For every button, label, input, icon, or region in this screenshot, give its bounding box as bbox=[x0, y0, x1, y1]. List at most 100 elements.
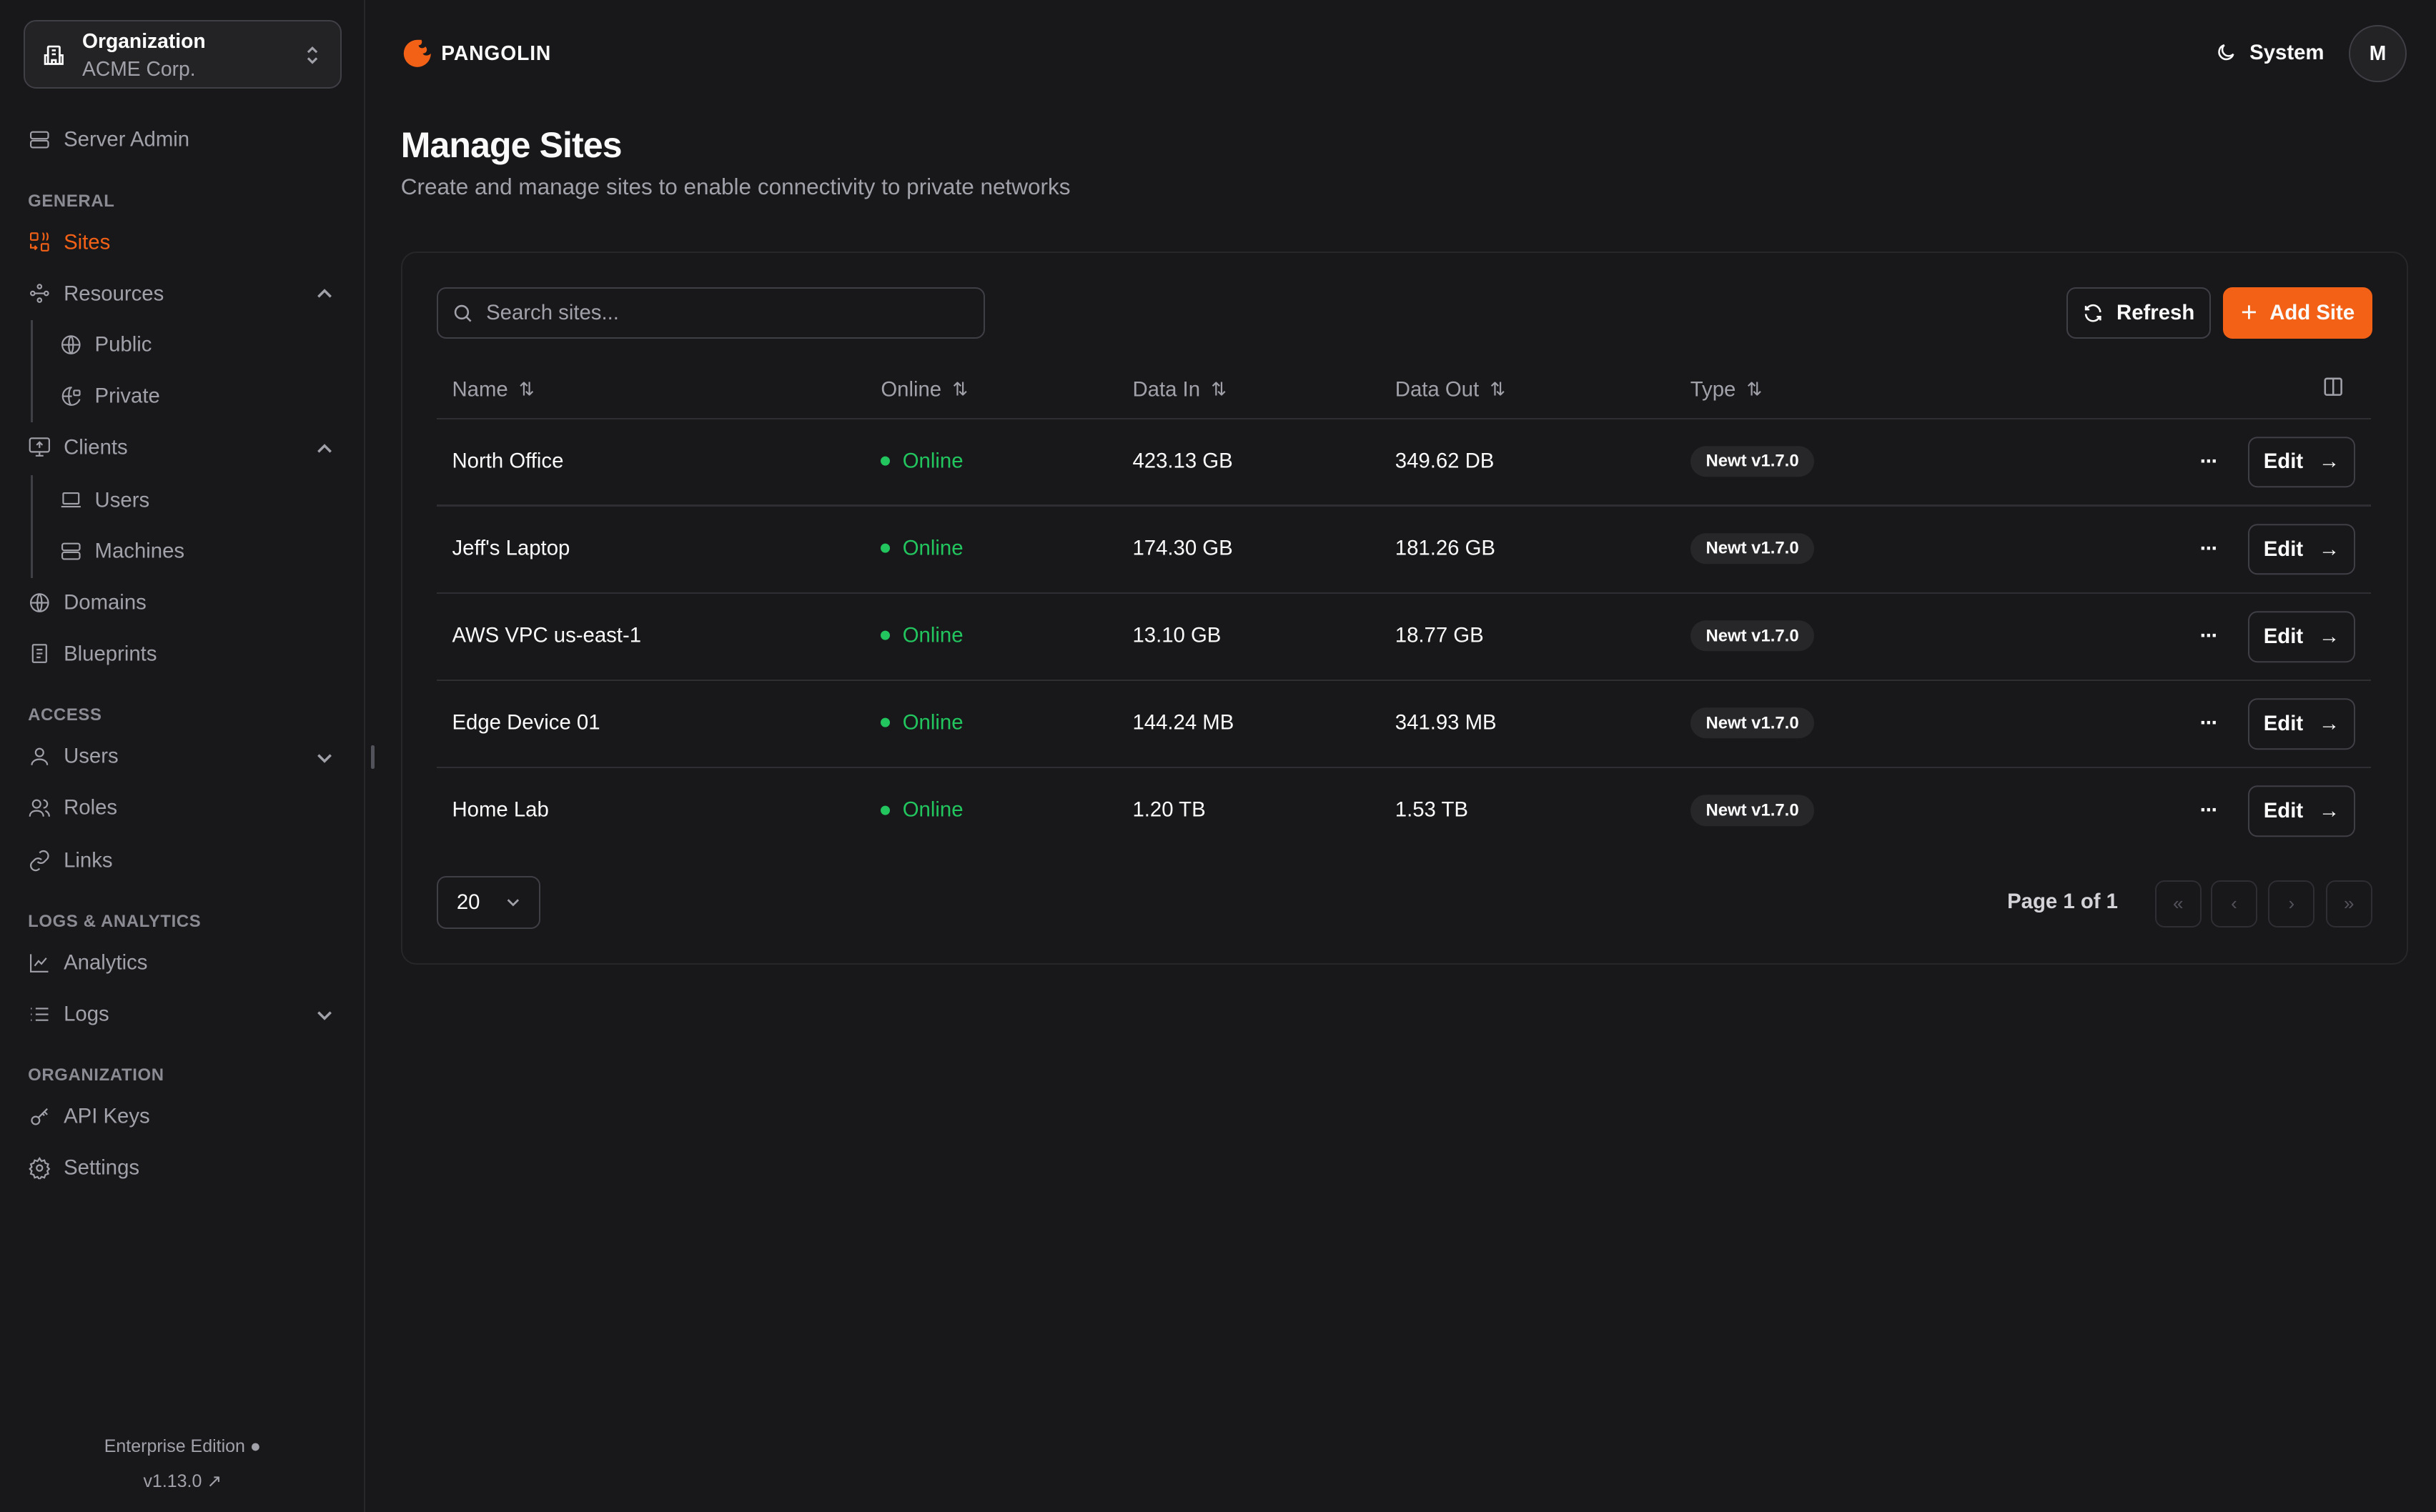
sidebar-item-private[interactable]: Private bbox=[59, 380, 160, 411]
sidebar-item-api-keys[interactable]: API Keys bbox=[28, 1101, 150, 1132]
data-out: 181.26 GB bbox=[1395, 536, 1495, 560]
data-out: 1.53 TB bbox=[1395, 797, 1468, 822]
chevron-up-icon[interactable] bbox=[315, 284, 334, 303]
server-icon bbox=[61, 542, 81, 560]
type-badge: Newt v1.7.0 bbox=[1690, 445, 1815, 477]
page-title: Manage Sites bbox=[400, 124, 623, 165]
next-page-button[interactable]: › bbox=[2268, 880, 2315, 927]
site-name[interactable]: Edge Device 01 bbox=[452, 710, 600, 735]
sidebar-item-sites[interactable]: Sites bbox=[28, 227, 110, 257]
divider bbox=[436, 504, 2371, 507]
columns-icon[interactable] bbox=[2322, 376, 2344, 397]
status-text: Online bbox=[902, 536, 964, 560]
gear-icon bbox=[29, 1156, 51, 1180]
refresh-button[interactable]: Refresh bbox=[2066, 287, 2211, 339]
sidebar-item-machines[interactable]: Machines bbox=[59, 536, 184, 567]
column-label: Name bbox=[452, 377, 508, 402]
edit-button[interactable]: Edit → bbox=[2248, 785, 2355, 837]
sidebar-item-server-admin[interactable]: Server Admin bbox=[28, 124, 189, 155]
label: Private bbox=[94, 384, 160, 408]
column-header-data-out[interactable]: Data Out ⇅ bbox=[1395, 377, 1505, 402]
label: Sites bbox=[64, 230, 111, 254]
theme-label: System bbox=[2249, 40, 2324, 64]
more-actions-icon[interactable]: ··· bbox=[2199, 797, 2219, 822]
data-in: 1.20 TB bbox=[1132, 797, 1206, 822]
chevrons-left-icon: « bbox=[2172, 892, 2184, 915]
section-logs: LOGS & ANALYTICS bbox=[28, 911, 202, 931]
column-header-data-in[interactable]: Data In ⇅ bbox=[1132, 377, 1227, 402]
more-actions-icon[interactable]: ··· bbox=[2199, 536, 2219, 561]
data-out: 341.93 MB bbox=[1395, 710, 1497, 735]
column-header-online[interactable]: Online ⇅ bbox=[881, 377, 968, 402]
sidebar-item-resources[interactable]: Resources bbox=[28, 278, 164, 309]
sidebar-item-analytics[interactable]: Analytics bbox=[28, 948, 147, 978]
github-icon[interactable]: ● bbox=[249, 1436, 261, 1457]
sidebar-item-blueprints[interactable]: Blueprints bbox=[28, 638, 157, 669]
search-field[interactable] bbox=[436, 287, 985, 339]
status-text: Online bbox=[902, 449, 964, 473]
label: Links bbox=[64, 848, 113, 872]
chevron-down-icon[interactable] bbox=[315, 749, 334, 767]
sidebar-item-settings[interactable]: Settings bbox=[28, 1153, 139, 1183]
refresh-icon bbox=[2085, 304, 2101, 322]
label: API Keys bbox=[64, 1104, 150, 1128]
sidebar-item-client-users[interactable]: Users bbox=[59, 484, 149, 515]
sidebar-item-roles[interactable]: Roles bbox=[28, 792, 117, 822]
tree-line bbox=[31, 319, 33, 423]
page-size-select[interactable]: 20 bbox=[436, 875, 541, 929]
sidebar: Organization ACME Corp. Server Admin GEN… bbox=[0, 0, 365, 1512]
arrow-right-icon: → bbox=[2318, 449, 2340, 474]
edit-button[interactable]: Edit → bbox=[2248, 523, 2355, 575]
org-selector[interactable]: Organization ACME Corp. bbox=[23, 20, 342, 89]
edit-label: Edit bbox=[2263, 799, 2304, 823]
site-name[interactable]: Jeff's Laptop bbox=[452, 536, 570, 560]
prev-page-button[interactable]: ‹ bbox=[2210, 880, 2258, 927]
sidebar-item-domains[interactable]: Domains bbox=[28, 587, 147, 618]
label: Blueprints bbox=[64, 642, 157, 666]
section-organization: ORGANIZATION bbox=[28, 1065, 164, 1085]
site-name[interactable]: Home Lab bbox=[452, 797, 549, 822]
first-page-button[interactable]: « bbox=[2154, 880, 2202, 927]
avatar[interactable]: M bbox=[2349, 24, 2407, 83]
chart-line-icon bbox=[30, 954, 49, 973]
workflow-icon bbox=[30, 284, 49, 304]
brand[interactable]: PANGOLIN bbox=[401, 37, 551, 70]
globe-icon bbox=[61, 335, 81, 354]
chevron-down-icon[interactable] bbox=[315, 1006, 334, 1025]
more-actions-icon[interactable]: ··· bbox=[2199, 623, 2219, 648]
chevrons-right-icon: » bbox=[2344, 892, 2355, 915]
label: Server Admin bbox=[64, 127, 190, 151]
sidebar-item-public[interactable]: Public bbox=[59, 329, 152, 360]
sidebar-item-users[interactable]: Users bbox=[28, 741, 119, 772]
site-name[interactable]: AWS VPC us-east-1 bbox=[452, 623, 642, 647]
edit-button[interactable]: Edit → bbox=[2248, 611, 2355, 662]
add-site-button[interactable]: + Add Site bbox=[2223, 287, 2372, 339]
status-dot-icon bbox=[881, 456, 891, 466]
tree-line bbox=[31, 475, 33, 578]
sidebar-item-clients[interactable]: Clients bbox=[28, 432, 128, 462]
site-name[interactable]: North Office bbox=[452, 449, 564, 473]
data-in: 174.30 GB bbox=[1132, 536, 1233, 560]
link-icon bbox=[30, 850, 49, 871]
version-link[interactable]: v1.13.0 ↗ bbox=[0, 1471, 365, 1492]
edit-label: Edit bbox=[2263, 624, 2304, 648]
last-page-button[interactable]: » bbox=[2325, 880, 2372, 927]
page-subtitle: Create and manage sites to enable connec… bbox=[400, 174, 1071, 200]
column-header-name[interactable]: Name ⇅ bbox=[452, 377, 534, 402]
status-text: Online bbox=[902, 710, 964, 735]
sidebar-item-logs[interactable]: Logs bbox=[28, 999, 109, 1030]
org-name: ACME Corp. bbox=[82, 57, 196, 81]
sidebar-resize-handle[interactable] bbox=[371, 745, 375, 769]
search-input[interactable] bbox=[486, 300, 953, 325]
more-actions-icon[interactable]: ··· bbox=[2199, 449, 2219, 474]
chevron-up-icon[interactable] bbox=[315, 439, 334, 458]
edit-button[interactable]: Edit → bbox=[2248, 698, 2355, 750]
sidebar-item-links[interactable]: Links bbox=[28, 845, 113, 875]
edit-button[interactable]: Edit → bbox=[2248, 436, 2355, 488]
status-badge: Online bbox=[881, 449, 964, 473]
column-label: Data Out bbox=[1395, 377, 1480, 402]
status-dot-icon bbox=[881, 805, 891, 815]
more-actions-icon[interactable]: ··· bbox=[2199, 710, 2219, 735]
theme-toggle[interactable]: System bbox=[2215, 41, 2324, 65]
column-header-type[interactable]: Type ⇅ bbox=[1690, 377, 1763, 402]
